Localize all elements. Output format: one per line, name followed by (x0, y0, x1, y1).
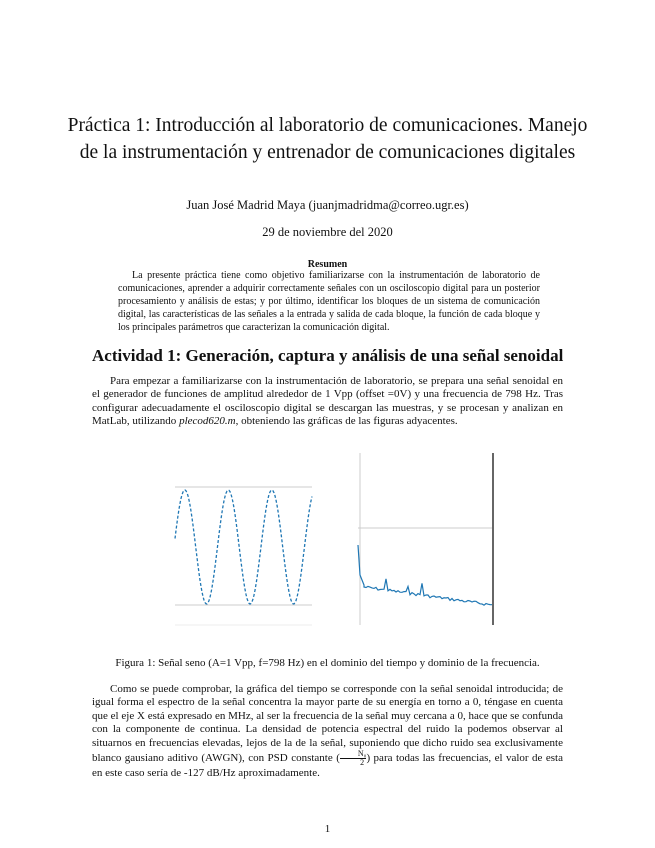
paragraph-2: Como se puede comprobar, la gráfica del … (92, 683, 563, 780)
abstract-heading: Resumen (307, 259, 348, 270)
date: 29 de noviembre del 2020 (262, 225, 393, 239)
paragraph-1: Para empezar a familiarizarse con la ins… (92, 375, 563, 429)
frequency-domain-plot (357, 453, 494, 625)
fraction-numerator: N₀ (339, 750, 367, 760)
fraction: N₀ 2 (339, 750, 367, 768)
abstract-text: La presente práctica tiene como objetivo… (118, 270, 540, 333)
figure-caption: Figura 1: Señal seno (A=1 Vpp, f=798 Hz)… (115, 657, 540, 669)
sine-series (174, 489, 313, 605)
page-number: 1 (324, 823, 331, 835)
p1-text-end: , obteniendo las gráficas de las figuras… (235, 415, 458, 428)
paper-title: Práctica 1: Introducción al laboratorio … (67, 115, 588, 163)
figure-1 (174, 453, 494, 626)
fraction-denominator: 2 (360, 758, 365, 768)
script-name: plecod620.m (179, 415, 236, 428)
psd-series (357, 544, 493, 606)
author: Juan José Madrid Maya (juanjmadridma@cor… (186, 198, 469, 212)
p2-text: Como se puede comprobar, la gráfica del … (92, 683, 563, 765)
section-heading: Actividad 1: Generación, captura y análi… (92, 346, 564, 365)
p2-text-end: ) para todas las frecuencias, el valor d… (92, 752, 563, 780)
p1-text: Para empezar a familiarizarse con la ins… (92, 375, 563, 428)
time-domain-plot (174, 486, 313, 626)
